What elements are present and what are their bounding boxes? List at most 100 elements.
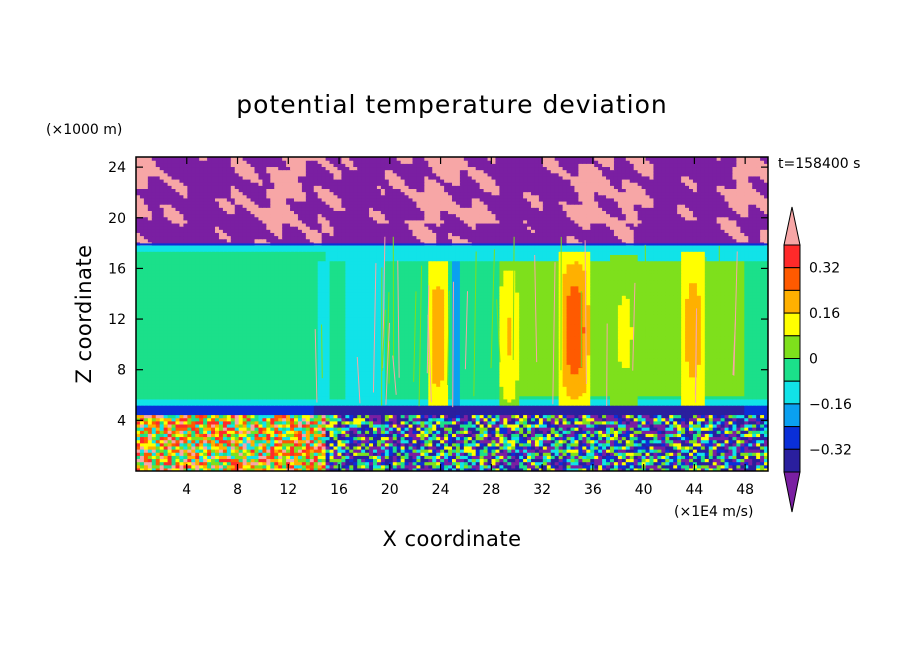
- contour-cell: [475, 461, 481, 466]
- contour-cell: [301, 467, 307, 471]
- contour-cell: [175, 445, 181, 450]
- contour-cell: [151, 464, 157, 469]
- contour-cell: [136, 458, 141, 463]
- contour-cell: [309, 467, 315, 471]
- contour-cell: [712, 467, 718, 471]
- contour-cell: [566, 461, 572, 466]
- contour-cell: [432, 449, 437, 453]
- contour-cell: [756, 445, 761, 450]
- contour-cell: [187, 449, 192, 453]
- contour-cell: [258, 445, 263, 450]
- contour-cell: [258, 455, 263, 460]
- contour-cell: [424, 461, 429, 466]
- contour-cell: [337, 455, 342, 460]
- contour-cell: [230, 436, 236, 441]
- contour-cell: [491, 458, 497, 463]
- contour-cell: [424, 467, 429, 471]
- contour-cell: [444, 464, 449, 469]
- contour-cell: [448, 464, 453, 469]
- contour-cell: [337, 445, 342, 450]
- contour-cell: [752, 439, 757, 444]
- contour-cell: [250, 464, 256, 469]
- contour-cell: [602, 452, 607, 456]
- contour-cell: [365, 458, 370, 463]
- contour-cell: [610, 449, 615, 453]
- contour-cell: [155, 442, 161, 447]
- contour-cell: [242, 467, 248, 471]
- contour-cell: [716, 445, 722, 450]
- contour-cell: [523, 467, 528, 471]
- contour-cell: [685, 455, 690, 460]
- contour-cell: [720, 458, 726, 463]
- contour-cell: [692, 455, 698, 460]
- contour-cell: [613, 461, 619, 466]
- contour-cell: [617, 464, 623, 469]
- contour-cell: [290, 449, 295, 453]
- contour-cell: [286, 458, 291, 463]
- contour-cell: [629, 449, 635, 453]
- contour-cell: [215, 461, 220, 466]
- contour-cell: [523, 458, 528, 463]
- contour-cell: [633, 439, 639, 444]
- contour-cell: [459, 449, 465, 453]
- contour-cell: [400, 442, 406, 447]
- contour-cell: [613, 455, 619, 460]
- contour-cell: [246, 467, 252, 471]
- contour-cell: [756, 439, 761, 444]
- contour-cell: [321, 439, 327, 444]
- contour-cell: [625, 452, 631, 456]
- contour-cell: [696, 455, 702, 460]
- contour-cell: [163, 467, 169, 471]
- contour-cell: [479, 467, 485, 471]
- contour-cell: [420, 455, 425, 460]
- contour-cell: [578, 442, 583, 447]
- contour-cell: [452, 445, 457, 450]
- contour-cell: [629, 458, 635, 463]
- contour-cell: [538, 458, 544, 463]
- contour-cell: [645, 458, 651, 463]
- contour-cell: [361, 442, 366, 447]
- contour-cell: [455, 464, 461, 469]
- contour-cell: [590, 458, 595, 463]
- contour-cell: [274, 458, 279, 463]
- contour-cell: [147, 455, 153, 460]
- contour-cell: [305, 449, 311, 453]
- contour-cell: [760, 467, 765, 471]
- contour-cell: [444, 452, 449, 456]
- contour-cell: [455, 442, 461, 447]
- contour-cell: [412, 458, 418, 463]
- contour-cell: [424, 458, 429, 463]
- contour-cell: [341, 442, 346, 447]
- contour-cell: [574, 461, 579, 466]
- contour-cell: [503, 455, 508, 460]
- contour-cell: [163, 439, 169, 444]
- contour-cell: [594, 461, 599, 466]
- contour-cell: [159, 464, 165, 469]
- contour-cell: [558, 461, 564, 466]
- contour-cell: [527, 442, 532, 447]
- contour-cell: [448, 442, 453, 447]
- contour-cell: [187, 464, 192, 469]
- contour-cell: [369, 445, 374, 450]
- contour-cell: [349, 452, 354, 456]
- contour-cell: [151, 436, 157, 441]
- contour-cell: [270, 467, 275, 471]
- contour-cell: [491, 452, 497, 456]
- contour-cell: [677, 442, 682, 447]
- contour-cell: [550, 449, 556, 453]
- contour-cell: [250, 449, 256, 453]
- contour-cell: [230, 461, 236, 466]
- contour-cell: [495, 464, 500, 469]
- contour-cell: [602, 464, 607, 469]
- contour-cell: [467, 467, 473, 471]
- contour-cell: [373, 458, 378, 463]
- contour-cell: [554, 445, 560, 450]
- contour-cell: [554, 458, 560, 463]
- contour-cell: [179, 436, 184, 441]
- contour-cell: [384, 449, 390, 453]
- contour-cell: [732, 464, 737, 469]
- contour-cell: [716, 452, 722, 456]
- contour-cell: [155, 439, 161, 444]
- contour-cell: [716, 467, 722, 471]
- contour-cell: [657, 458, 662, 463]
